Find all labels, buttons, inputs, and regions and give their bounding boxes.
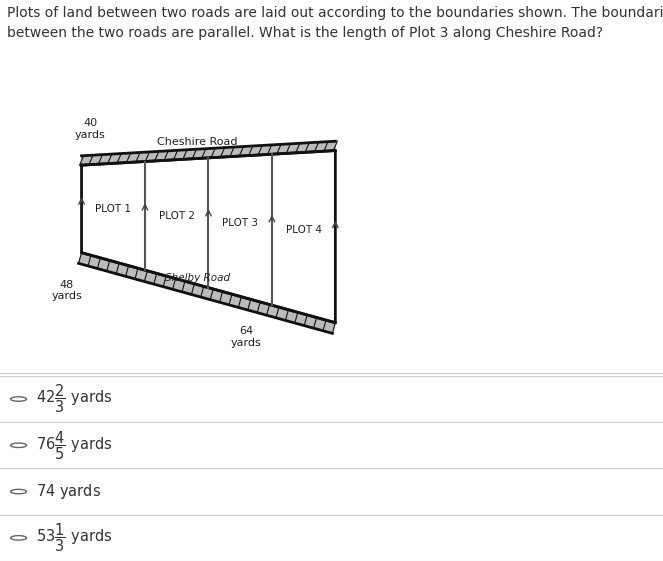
Text: $74$ yards: $74$ yards bbox=[36, 482, 101, 501]
Text: PLOT 4: PLOT 4 bbox=[286, 226, 322, 235]
Text: Cheshire Road: Cheshire Road bbox=[156, 137, 237, 147]
Text: 64
yards: 64 yards bbox=[231, 327, 261, 348]
Polygon shape bbox=[79, 252, 335, 333]
Text: PLOT 1: PLOT 1 bbox=[95, 204, 131, 214]
Text: Shelby Road: Shelby Road bbox=[164, 273, 230, 283]
Text: PLOT 3: PLOT 3 bbox=[222, 218, 258, 228]
Text: 48
yards: 48 yards bbox=[52, 280, 82, 301]
Text: $42\dfrac{2}{3}$ yards: $42\dfrac{2}{3}$ yards bbox=[36, 383, 113, 415]
Text: $53\dfrac{1}{3}$ yards: $53\dfrac{1}{3}$ yards bbox=[36, 522, 113, 554]
Text: Plots of land between two roads are laid out according to the boundaries shown. : Plots of land between two roads are laid… bbox=[7, 6, 663, 40]
Polygon shape bbox=[82, 141, 335, 165]
Text: $76\dfrac{4}{5}$ yards: $76\dfrac{4}{5}$ yards bbox=[36, 429, 113, 462]
Text: PLOT 2: PLOT 2 bbox=[158, 211, 195, 222]
Text: 40
yards: 40 yards bbox=[75, 118, 105, 140]
